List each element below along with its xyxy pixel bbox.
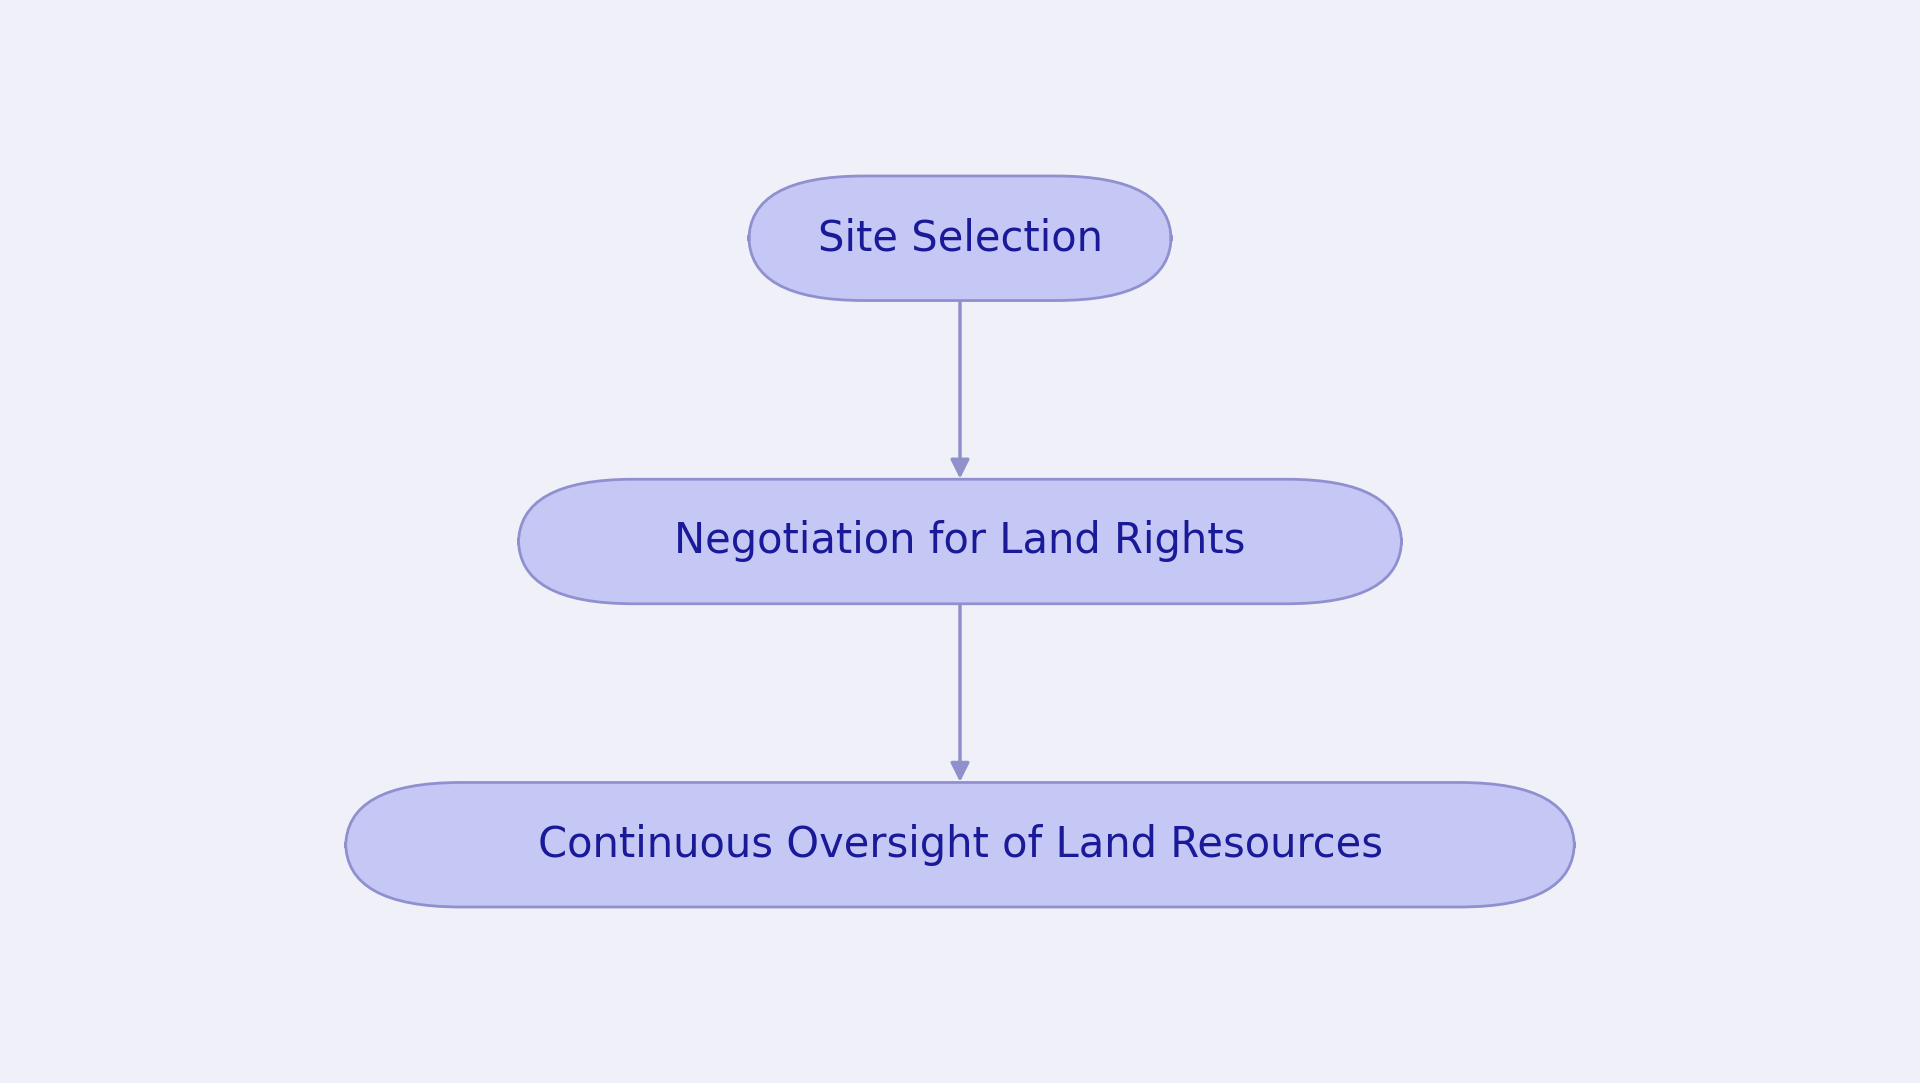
FancyBboxPatch shape: [749, 175, 1171, 300]
FancyBboxPatch shape: [518, 479, 1402, 604]
Text: Continuous Oversight of Land Resources: Continuous Oversight of Land Resources: [538, 824, 1382, 865]
Text: Negotiation for Land Rights: Negotiation for Land Rights: [674, 521, 1246, 562]
FancyBboxPatch shape: [346, 782, 1574, 908]
Text: Site Selection: Site Selection: [818, 218, 1102, 259]
